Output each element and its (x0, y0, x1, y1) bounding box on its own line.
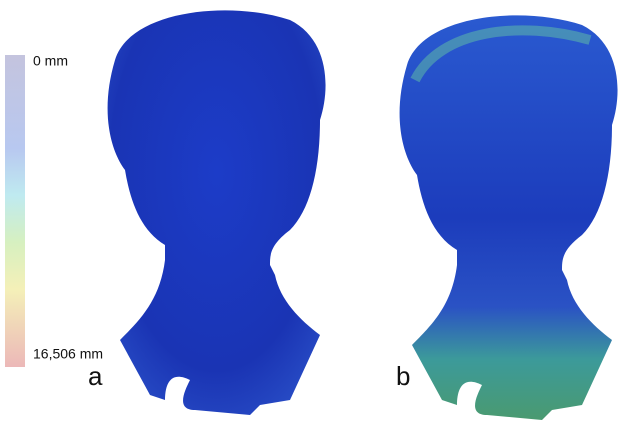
panel-label: a (88, 361, 103, 391)
scan-b (399, 15, 618, 421)
colorbar-bottom-label: 16,506 mm (33, 346, 103, 362)
scan-a (107, 10, 326, 416)
colorbar-top-label: 0 mm (33, 53, 68, 69)
color-bar (5, 55, 25, 367)
panel-label: b (396, 361, 410, 391)
scan-b-highlight (410, 25, 592, 83)
